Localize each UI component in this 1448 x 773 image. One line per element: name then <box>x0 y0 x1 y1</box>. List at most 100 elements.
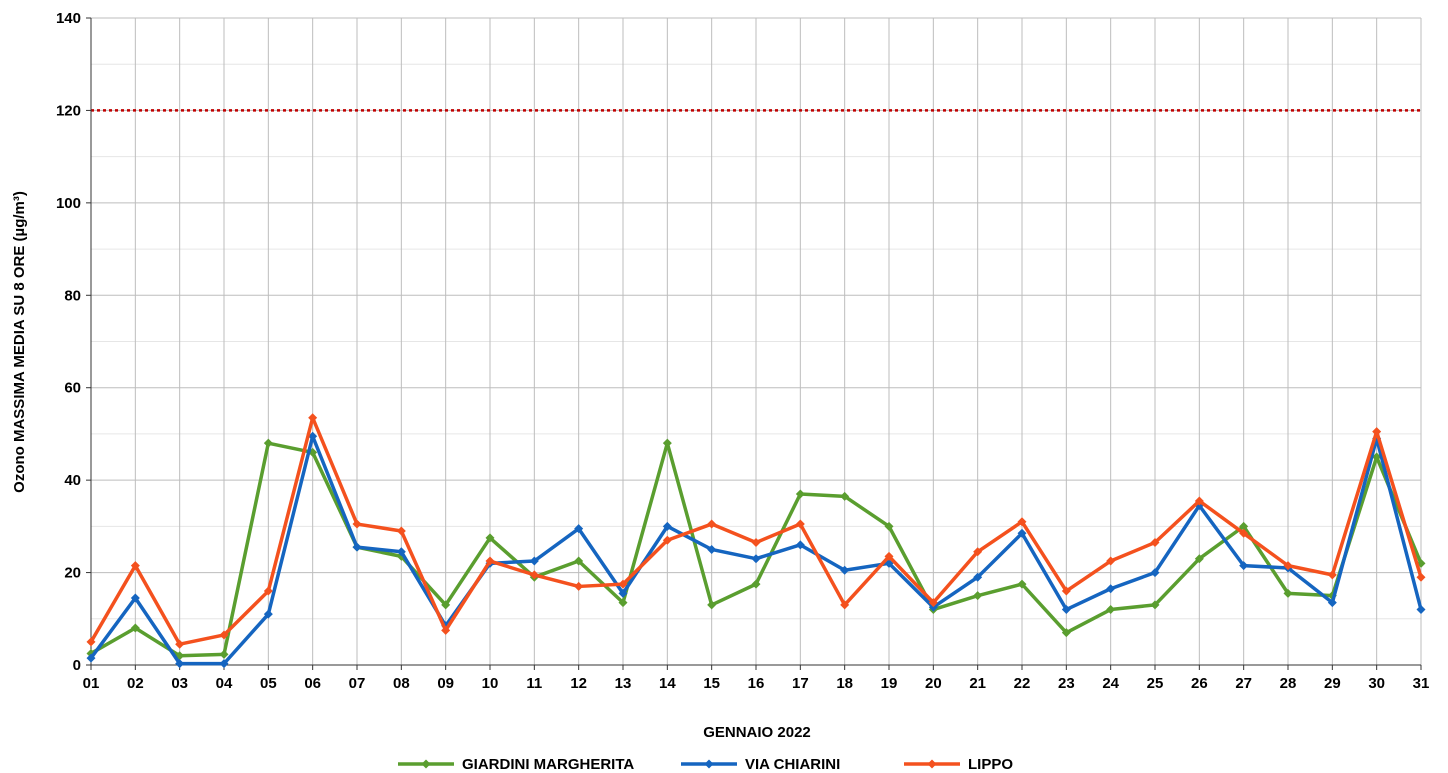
data-point <box>441 600 451 610</box>
legend-label: GIARDINI MARGHERITA <box>462 756 634 773</box>
data-point <box>1327 570 1337 580</box>
data-point <box>263 438 273 448</box>
y-tick-label: 0 <box>73 657 81 674</box>
x-tick-label: 31 <box>1413 675 1430 692</box>
x-tick-label: 25 <box>1147 675 1164 692</box>
data-point <box>219 649 229 659</box>
x-tick-label: 10 <box>482 675 499 692</box>
data-point <box>618 598 628 608</box>
data-point <box>1372 452 1382 462</box>
data-point <box>662 535 672 545</box>
data-point <box>485 556 495 566</box>
y-tick-label: 60 <box>64 380 81 397</box>
grid <box>91 17 1422 665</box>
data-point <box>485 533 495 543</box>
data-point <box>1017 517 1027 527</box>
data-point <box>396 526 406 536</box>
x-tick-label: 18 <box>836 675 853 692</box>
legend-swatch-marker <box>421 759 431 769</box>
y-tick-label: 100 <box>56 195 81 212</box>
data-point <box>707 600 717 610</box>
x-tick-label: 16 <box>748 675 765 692</box>
x-tick-label: 27 <box>1235 675 1252 692</box>
data-point <box>574 524 584 534</box>
x-tick-label: 03 <box>171 675 188 692</box>
legend-label: VIA CHIARINI <box>745 756 840 773</box>
data-point <box>1239 561 1249 571</box>
data-point <box>662 438 672 448</box>
data-point <box>1150 538 1160 548</box>
data-point <box>795 489 805 499</box>
y-tick-label: 40 <box>64 472 81 489</box>
x-tick-label: 06 <box>304 675 321 692</box>
data-point <box>529 556 539 566</box>
data-point <box>1194 496 1204 506</box>
data-point <box>529 570 539 580</box>
tick-labels: 0 20 40 60 80 100 120 140 01 02 03 04 05 06 07 08 09 10 11… <box>56 10 1429 692</box>
data-point <box>130 593 140 603</box>
x-tick-label: 07 <box>349 675 366 692</box>
x-tick-label: 19 <box>881 675 898 692</box>
data-point <box>928 598 938 608</box>
data-point <box>1239 521 1249 531</box>
x-tick-label: 12 <box>570 675 587 692</box>
data-point <box>1106 584 1116 594</box>
data-point <box>352 519 362 529</box>
x-tick-label: 13 <box>615 675 632 692</box>
y-tick-label: 140 <box>56 10 81 27</box>
x-tick-label: 11 <box>526 675 542 692</box>
data-point <box>308 431 318 441</box>
data-point <box>840 491 850 501</box>
data-point <box>973 547 983 557</box>
x-tick-label: 08 <box>393 675 410 692</box>
data-point <box>130 623 140 633</box>
data-point <box>884 551 894 561</box>
data-point <box>396 547 406 557</box>
data-point <box>1416 605 1426 615</box>
legend-swatch-marker <box>704 759 714 769</box>
x-tick-label: 04 <box>216 675 233 692</box>
legend-item: VIA CHIARINI <box>681 756 840 773</box>
data-point <box>707 544 717 554</box>
series-lippo <box>86 413 1426 649</box>
data-point <box>795 519 805 529</box>
data-point <box>1150 600 1160 610</box>
data-point <box>840 565 850 575</box>
x-tick-label: 28 <box>1280 675 1297 692</box>
x-tick-label: 23 <box>1058 675 1075 692</box>
x-tick-label: 02 <box>127 675 144 692</box>
legend: GIARDINI MARGHERITA VIA CHIARINI LIPPO <box>398 756 1013 773</box>
x-tick-label: 30 <box>1368 675 1385 692</box>
data-point <box>618 588 628 598</box>
legend-label: LIPPO <box>968 756 1013 773</box>
data-point <box>263 586 273 596</box>
x-tick-label: 24 <box>1102 675 1119 692</box>
x-tick-label: 26 <box>1191 675 1208 692</box>
legend-item: LIPPO <box>904 756 1013 773</box>
data-point <box>219 630 229 640</box>
series-via-chiarini <box>86 431 1426 669</box>
data-point <box>1106 556 1116 566</box>
data-point <box>1061 586 1071 596</box>
data-point <box>263 609 273 619</box>
data-point <box>618 579 628 589</box>
x-tick-label: 17 <box>792 675 809 692</box>
data-point <box>130 561 140 571</box>
data-point <box>352 542 362 552</box>
data-point <box>1327 598 1337 608</box>
data-point <box>707 519 717 529</box>
data-point <box>1194 554 1204 564</box>
data-point <box>441 625 451 635</box>
axes <box>86 17 1422 670</box>
data-point <box>175 659 185 669</box>
data-point <box>1283 588 1293 598</box>
x-tick-label: 01 <box>83 675 100 692</box>
data-point <box>175 639 185 649</box>
data-point <box>219 659 229 669</box>
data-point <box>1017 528 1027 538</box>
x-tick-label: 15 <box>703 675 720 692</box>
data-point <box>662 521 672 531</box>
data-point <box>86 637 96 647</box>
series-layer <box>86 413 1426 669</box>
